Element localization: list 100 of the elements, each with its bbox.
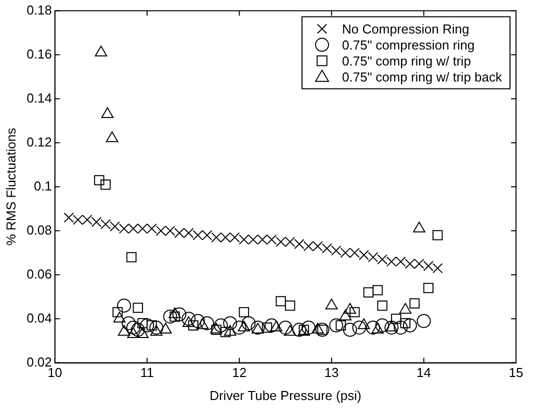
point: [391, 314, 402, 324]
point: [248, 234, 258, 245]
point: [303, 241, 314, 252]
point: [372, 285, 383, 296]
point: [91, 216, 102, 228]
point: [118, 224, 130, 234]
y-tick-label: 0.12: [26, 134, 52, 150]
point: [294, 238, 304, 250]
point: [396, 256, 406, 267]
point: [110, 221, 120, 232]
point: [331, 246, 342, 256]
y-tick-label: 0.04: [26, 310, 52, 326]
point: [372, 322, 384, 334]
point: [159, 322, 172, 334]
point: [322, 243, 332, 254]
point: [192, 230, 203, 240]
point: [230, 232, 240, 242]
point: [202, 230, 212, 240]
point: [224, 325, 236, 336]
point: [358, 250, 369, 260]
point: [414, 258, 424, 269]
point: [302, 320, 316, 335]
point: [122, 316, 136, 330]
point: [82, 214, 92, 225]
point: [432, 263, 443, 274]
point: [423, 260, 434, 272]
x-tick-label: 13: [324, 365, 339, 380]
point: [163, 310, 178, 324]
point: [358, 318, 370, 330]
point: [117, 298, 132, 313]
point: [126, 320, 140, 335]
point: [220, 232, 231, 242]
point: [136, 327, 149, 338]
point: [150, 325, 162, 336]
point: [375, 318, 390, 332]
point: [118, 325, 130, 336]
x-axis-title: Driver Tube Pressure (psi): [210, 388, 362, 403]
point: [384, 320, 399, 335]
y-tick-label: 0.06: [26, 266, 52, 282]
point: [432, 230, 443, 240]
point: [325, 298, 338, 310]
legend-label: 0.75" comp ring w/ trip back: [342, 69, 502, 84]
point: [329, 318, 344, 332]
point: [140, 318, 154, 332]
point: [350, 307, 360, 318]
point: [284, 236, 296, 247]
y-tick-label: 0.1: [34, 178, 52, 194]
point: [146, 224, 157, 234]
point: [182, 316, 195, 327]
point: [113, 312, 126, 323]
point: [264, 318, 279, 332]
point: [214, 318, 228, 332]
point: [174, 228, 184, 238]
point: [257, 234, 268, 245]
point: [340, 248, 350, 258]
y-tick-label: 0.18: [26, 2, 52, 18]
point: [377, 254, 388, 264]
x-tick-label: 15: [508, 365, 524, 380]
point: [211, 232, 222, 242]
point: [200, 316, 214, 330]
point: [270, 320, 282, 332]
y-tick-label: 0.14: [26, 90, 52, 106]
point: [220, 326, 231, 338]
point: [350, 248, 360, 258]
point: [238, 234, 250, 245]
point: [182, 312, 196, 326]
point: [132, 302, 143, 313]
point: [112, 307, 123, 318]
point: [368, 252, 378, 262]
point: [242, 316, 256, 330]
point: [190, 314, 205, 328]
point: [423, 282, 434, 294]
point: [100, 219, 111, 230]
point: [343, 322, 358, 337]
point: [409, 298, 420, 308]
point: [352, 320, 366, 335]
point: [339, 310, 352, 320]
point: [276, 296, 286, 306]
point: [94, 175, 104, 186]
point: [165, 226, 176, 236]
point: [238, 320, 250, 332]
point: [100, 180, 111, 190]
point: [172, 307, 186, 322]
point: [278, 320, 292, 335]
point: [156, 226, 166, 236]
point: [284, 325, 296, 336]
point: [130, 322, 145, 337]
point: [284, 300, 296, 311]
point: [223, 316, 238, 330]
legend-label: 0.75" compression ring: [342, 37, 475, 52]
point: [232, 320, 246, 335]
point: [402, 318, 417, 332]
x-tick-label: 12: [232, 365, 247, 380]
y-axis-title: % RMS Fluctuations: [3, 127, 18, 246]
point: [238, 307, 250, 318]
point: [404, 258, 416, 269]
point: [394, 320, 408, 335]
x-tick-label: 11: [140, 365, 154, 380]
point: [266, 234, 277, 245]
point: [64, 212, 74, 223]
